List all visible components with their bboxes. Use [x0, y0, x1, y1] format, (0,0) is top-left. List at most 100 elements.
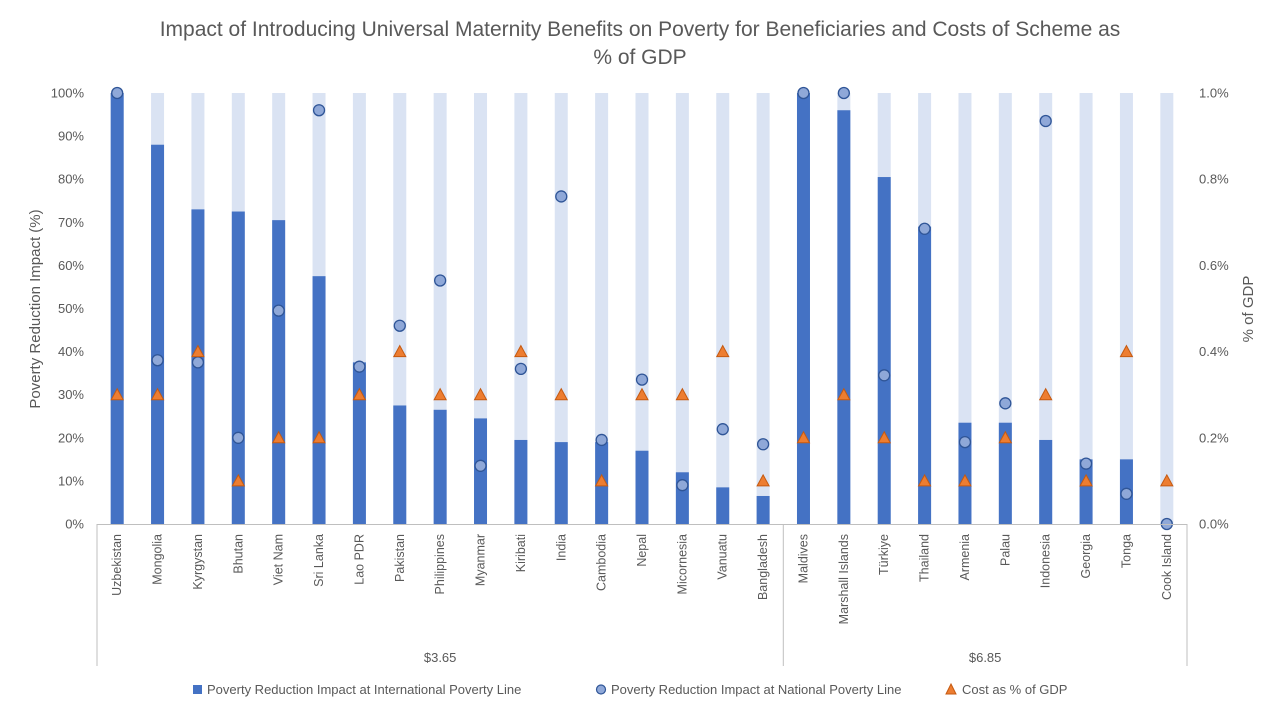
- bar-background: [716, 93, 730, 524]
- y2-tick-label: 0.0%: [1199, 517, 1229, 532]
- bar-background: [1039, 93, 1053, 524]
- y2-tick-label: 0.4%: [1199, 344, 1229, 359]
- point-cost-gdp: [110, 387, 125, 401]
- bar-international-poverty-line: [312, 276, 326, 524]
- point-national-poverty-line: [716, 423, 729, 436]
- y-tick-label: 0%: [65, 517, 84, 532]
- bar-international-poverty-line: [272, 220, 286, 524]
- x-category-label: Sri Lanka: [312, 534, 326, 587]
- x-category-label: Myanmar: [474, 534, 488, 586]
- legend-swatch-circle: [595, 684, 607, 695]
- bar-background: [1119, 93, 1133, 524]
- bar-international-poverty-line: [554, 442, 568, 524]
- bar-international-poverty-line: [796, 93, 810, 524]
- x-category-label: Mongolia: [151, 534, 165, 585]
- x-category-label: India: [554, 534, 568, 561]
- y2-tick-label: 0.6%: [1199, 258, 1229, 273]
- legend-swatch-bar: [193, 685, 202, 694]
- point-cost-gdp: [554, 387, 569, 401]
- bar-background: [998, 93, 1012, 524]
- x-category-label: Palau: [998, 534, 1012, 566]
- x-category-label: Georgia: [1079, 534, 1093, 579]
- x-category-label: Marshall Islands: [837, 534, 851, 624]
- bar-international-poverty-line: [231, 211, 245, 524]
- legend-swatch-triangle: [945, 682, 957, 695]
- x-category-label: Philippines: [433, 534, 447, 594]
- legend-label-cost: Cost as % of GDP: [962, 682, 1067, 697]
- bar-international-poverty-line: [393, 405, 407, 524]
- x-category-label: Indonesia: [1039, 534, 1053, 588]
- point-cost-gdp: [352, 387, 367, 401]
- point-national-poverty-line: [151, 354, 164, 367]
- point-cost-gdp: [392, 344, 407, 358]
- point-national-poverty-line: [999, 397, 1012, 410]
- legend-label-international: Poverty Reduction Impact at Internationa…: [207, 682, 521, 697]
- x-category-label: Bangladesh: [756, 534, 770, 600]
- point-cost-gdp: [756, 473, 770, 487]
- x-category-label: Maldives: [796, 534, 810, 583]
- x-category-label: Cambodia: [595, 534, 609, 591]
- y-tick-label: 60%: [58, 258, 84, 273]
- x-category-label: Vanuatu: [716, 534, 730, 580]
- bar-international-poverty-line: [433, 409, 447, 524]
- x-category-label: Thailand: [918, 534, 932, 582]
- bar-international-poverty-line: [635, 450, 649, 524]
- point-cost-gdp: [1119, 344, 1134, 358]
- point-national-poverty-line: [433, 274, 447, 287]
- x-category-label: Nepal: [635, 534, 649, 567]
- bar-international-poverty-line: [1079, 459, 1093, 524]
- y2-tick-label: 1.0%: [1199, 86, 1229, 101]
- y-tick-label: 70%: [58, 215, 84, 230]
- bar-background: [958, 93, 972, 524]
- y-tick-label: 50%: [58, 301, 84, 316]
- y2-tick-label: 0.2%: [1199, 430, 1229, 445]
- point-national-poverty-line: [797, 86, 810, 100]
- point-cost-gdp: [837, 387, 851, 401]
- x-category-label: Lao PDR: [352, 534, 366, 585]
- point-national-poverty-line: [111, 86, 124, 100]
- point-national-poverty-line: [595, 433, 608, 447]
- point-cost-gdp: [594, 473, 609, 487]
- point-national-poverty-line: [353, 360, 366, 373]
- bar-background: [675, 93, 689, 524]
- bar-international-poverty-line: [1039, 439, 1053, 524]
- bar-background: [514, 93, 528, 524]
- point-national-poverty-line: [1039, 114, 1052, 128]
- x-category-label: Pakistan: [393, 534, 407, 582]
- point-cost-gdp: [715, 344, 730, 358]
- group-label: $3.65: [424, 650, 457, 665]
- point-national-poverty-line: [555, 190, 568, 203]
- y-tick-label: 80%: [58, 172, 84, 187]
- x-category-label: Viet Nam: [272, 534, 286, 585]
- y-tick-label: 10%: [58, 473, 84, 488]
- axes: 0% 10% 20% 30% 40% 50% 60% 70% 80% 90% 100% 0.0% 0.2…: [51, 86, 1229, 666]
- point-cost-gdp: [1038, 387, 1053, 401]
- x-category-label: Kyrgystan: [191, 534, 205, 590]
- point-national-poverty-line: [837, 86, 851, 100]
- point-cost-gdp: [796, 430, 811, 444]
- bar-background: [474, 93, 488, 524]
- bar-international-poverty-line: [110, 93, 124, 524]
- bar-international-poverty-line: [837, 110, 851, 525]
- point-cost-gdp: [473, 387, 488, 401]
- point-cost-gdp: [877, 430, 892, 444]
- legend: Poverty Reduction Impact at Internationa…: [193, 682, 1067, 697]
- point-national-poverty-line: [958, 435, 972, 449]
- point-national-poverty-line: [474, 459, 487, 472]
- chart-title-line-1: Impact of Introducing Universal Maternit…: [160, 18, 1121, 41]
- point-national-poverty-line: [191, 356, 205, 369]
- x-category-label: Türkiye: [877, 534, 891, 575]
- point-national-poverty-line: [676, 479, 689, 492]
- point-national-poverty-line: [393, 319, 406, 332]
- legend-label-national: Poverty Reduction Impact at National Pov…: [611, 682, 901, 697]
- x-category-label: Tonga: [1119, 534, 1133, 568]
- point-cost-gdp: [1159, 473, 1174, 487]
- point-national-poverty-line: [1120, 487, 1133, 500]
- bar-international-poverty-line: [918, 226, 932, 525]
- chart-title-line-2: % of GDP: [593, 46, 686, 69]
- bar-international-poverty-line: [998, 422, 1012, 524]
- bar-international-poverty-line: [514, 439, 528, 524]
- x-category-label: Bhutan: [231, 534, 245, 574]
